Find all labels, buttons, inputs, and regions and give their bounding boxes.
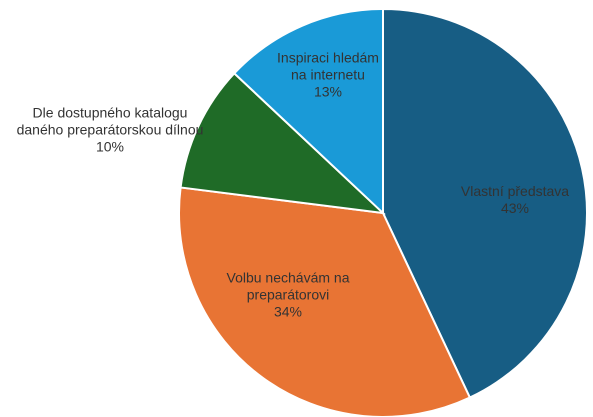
slice-label: Inspiraci hledám na internetu 13%	[273, 50, 383, 101]
category-label: Volbu nechávám na preparátorovi	[226, 269, 350, 303]
slice-label: Dle dostupného katalogu daného preparáto…	[10, 105, 210, 156]
pie-slice	[232, 7, 384, 216]
slice-label: Volbu nechávám na preparátorovi 34%	[203, 270, 373, 321]
category-label: Inspiraci hledám na internetu	[277, 49, 379, 83]
value-label: 13%	[313, 83, 343, 100]
pie-slice	[178, 186, 472, 417]
pie-slice	[382, 7, 588, 399]
pie-slice	[179, 71, 386, 215]
category-label: Dle dostupného katalogu daného preparáto…	[16, 104, 204, 138]
value-label: 10%	[95, 138, 125, 155]
slice-label: Vlastní představa 43%	[450, 183, 580, 217]
category-label: Vlastní představa	[460, 183, 570, 199]
value-label: 34%	[273, 303, 303, 320]
value-label: 43%	[500, 200, 530, 216]
